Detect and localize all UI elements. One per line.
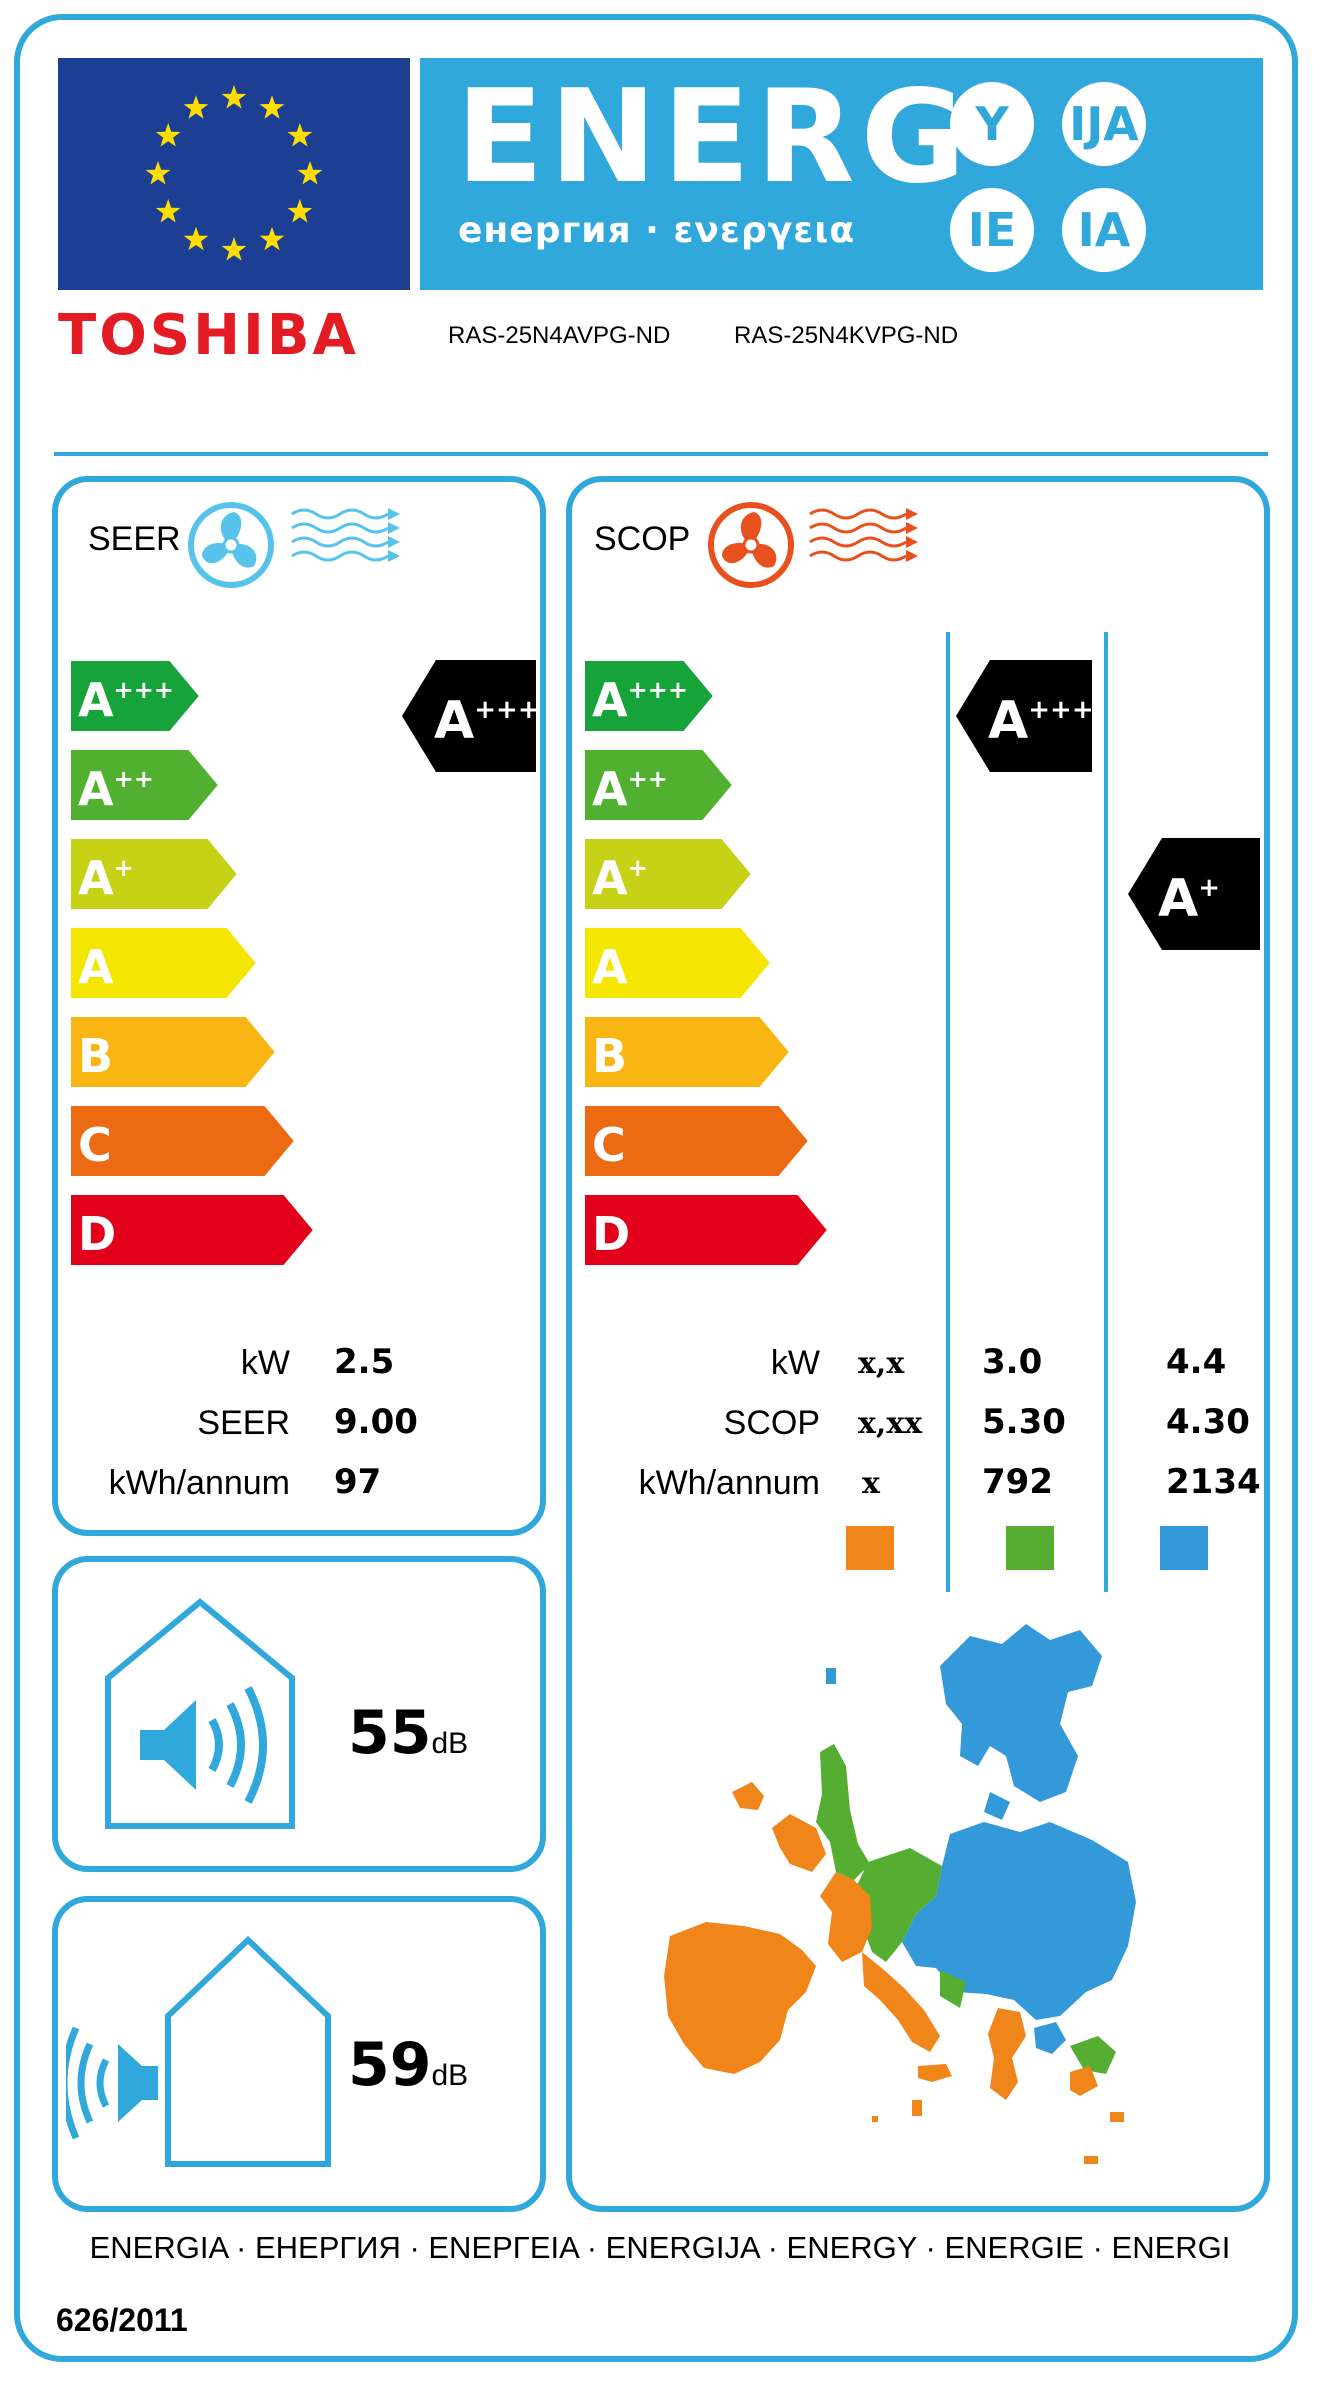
scop-class-label: A: [592, 940, 628, 994]
warmer-zone-swatch: [846, 1526, 894, 1570]
eu-star-icon: [155, 123, 181, 147]
indoor-noise-value: 55: [348, 1698, 432, 1768]
suffix-circle: IE: [950, 188, 1034, 272]
indoor-noise-unit: dB: [431, 1727, 469, 1760]
scop-class-arrow: B: [583, 1015, 792, 1089]
outdoor-noise-panel: [52, 1896, 546, 2212]
suffix-circle: IJA: [1062, 82, 1146, 166]
eu-star-icon: [155, 199, 181, 223]
scop-column-divider: [946, 632, 950, 1592]
scop-class-label: A+: [592, 851, 648, 905]
indoor-noise-readout: 55dB: [348, 1698, 468, 1768]
scop-average-rating-arrow: A+++: [956, 660, 1092, 772]
outdoor-noise-readout: 59dB: [348, 2030, 468, 2100]
energy-subtitle: енергия · ενεργεια: [458, 210, 856, 251]
label-frame: [14, 14, 1298, 2362]
seer-class-label: A: [78, 940, 114, 994]
seer-class-arrow: D: [69, 1193, 316, 1267]
eu-star-icon: [221, 237, 247, 261]
eu-flag: [58, 58, 410, 290]
scop-average-kw: 3.0: [982, 1342, 1043, 1382]
scop-class-arrow: D: [583, 1193, 830, 1267]
suffix-circle: Y: [950, 82, 1034, 166]
scop-average-scop: 5.30: [982, 1402, 1066, 1442]
regulation-number: 626/2011: [56, 2302, 188, 2338]
header-divider: [54, 452, 1268, 456]
scop-class-arrow: A+++: [583, 660, 716, 733]
scop-label-scop: SCOP: [723, 1404, 820, 1442]
europe-climate-zones-map: [664, 1624, 1136, 2164]
energy-word: ENERG: [456, 63, 972, 212]
outdoor-noise-value: 59: [348, 2030, 432, 2100]
seer-label-annual: kWh/annum: [108, 1464, 290, 1502]
heating-airflow-icon: [809, 508, 918, 562]
scop-title: SCOP: [594, 520, 691, 558]
indoor-noise-panel: [52, 1556, 546, 1872]
scop-class-arrow: C: [583, 1104, 811, 1178]
scop-panel: [566, 476, 1270, 2212]
scop-average-annual: 792: [982, 1462, 1053, 1502]
colder-zone-swatch: [1160, 1526, 1208, 1570]
eu-star-icon: [145, 161, 171, 185]
seer-value-seer: 9.00: [334, 1402, 418, 1442]
seer-rating-arrow: A+++: [402, 660, 536, 772]
scop-warmer-kw: x,x: [858, 1346, 905, 1381]
eu-stars-icon: [145, 85, 323, 261]
average-zone-swatch: [1006, 1526, 1054, 1570]
seer-value-annual: 97: [334, 1462, 382, 1502]
seer-class-arrow: B: [69, 1015, 278, 1089]
seer-class-arrow: A: [69, 926, 259, 1000]
scop-label-annual: kWh/annum: [638, 1464, 820, 1502]
cooling-fan-icon: [188, 502, 274, 588]
seer-class-label: B: [78, 1029, 113, 1083]
scop-colder-annual: 2134: [1166, 1462, 1261, 1502]
scop-column-divider: [1104, 632, 1108, 1592]
eu-star-icon: [221, 85, 247, 109]
energy-header: ENERG енергия · ενεργεια Y IJA IE IA: [420, 58, 1263, 290]
eu-star-icon: [183, 226, 209, 251]
seer-value-kw: 2.5: [334, 1342, 395, 1382]
cooling-airflow-icon: [291, 508, 400, 562]
seer-panel: [52, 476, 546, 1536]
eu-star-icon: [259, 226, 285, 251]
brand-logo: TOSHIBA: [58, 303, 359, 368]
eu-star-icon: [297, 161, 323, 185]
scop-class-arrow: A+: [583, 837, 754, 911]
seer-class-label: C: [78, 1118, 112, 1172]
scop-warmer-annual: x: [862, 1466, 880, 1501]
scop-label-kw: kW: [770, 1344, 820, 1382]
seer-class-arrow: A+++: [69, 660, 202, 733]
indoor-noise-icon: [105, 1598, 295, 1829]
seer-class-arrow: C: [69, 1104, 297, 1178]
seer-class-arrow: A+: [69, 837, 240, 911]
scop-class-label: B: [592, 1029, 627, 1083]
seer-label-seer: SEER: [197, 1404, 290, 1442]
scop-class-label: D: [592, 1207, 630, 1261]
scop-class-arrow: A++: [583, 748, 735, 822]
seer-class-arrow: A++: [69, 748, 221, 822]
seer-class-label: D: [78, 1207, 116, 1261]
model-outdoor: RAS-25N4KVPG-ND: [734, 322, 959, 349]
scop-colder-kw: 4.4: [1166, 1342, 1227, 1382]
scop-class-arrow: A: [583, 926, 773, 1000]
scop-colder-rating-arrow: A+: [1128, 838, 1260, 950]
heating-fan-icon: [708, 502, 794, 588]
eu-star-icon: [287, 123, 313, 147]
suffix-circle: IA: [1062, 188, 1146, 272]
scop-colder-scop: 4.30: [1166, 1402, 1250, 1442]
eu-star-icon: [287, 199, 313, 223]
model-indoor: RAS-25N4AVPG-ND: [448, 322, 671, 349]
scop-warmer-scop: x,xx: [858, 1406, 923, 1441]
outdoor-noise-unit: dB: [431, 2059, 469, 2092]
scop-class-label: C: [592, 1118, 626, 1172]
seer-label-kw: kW: [240, 1344, 290, 1382]
eu-star-icon: [183, 95, 209, 119]
outdoor-noise-icon: [66, 1935, 331, 2167]
seer-title: SEER: [88, 520, 181, 558]
eu-star-icon: [259, 95, 285, 119]
footer-languages: ENERGIA · ЕНЕРГИЯ · ΕΝΕΡΓΕΙΑ · ENERGIJA …: [89, 2230, 1231, 2265]
